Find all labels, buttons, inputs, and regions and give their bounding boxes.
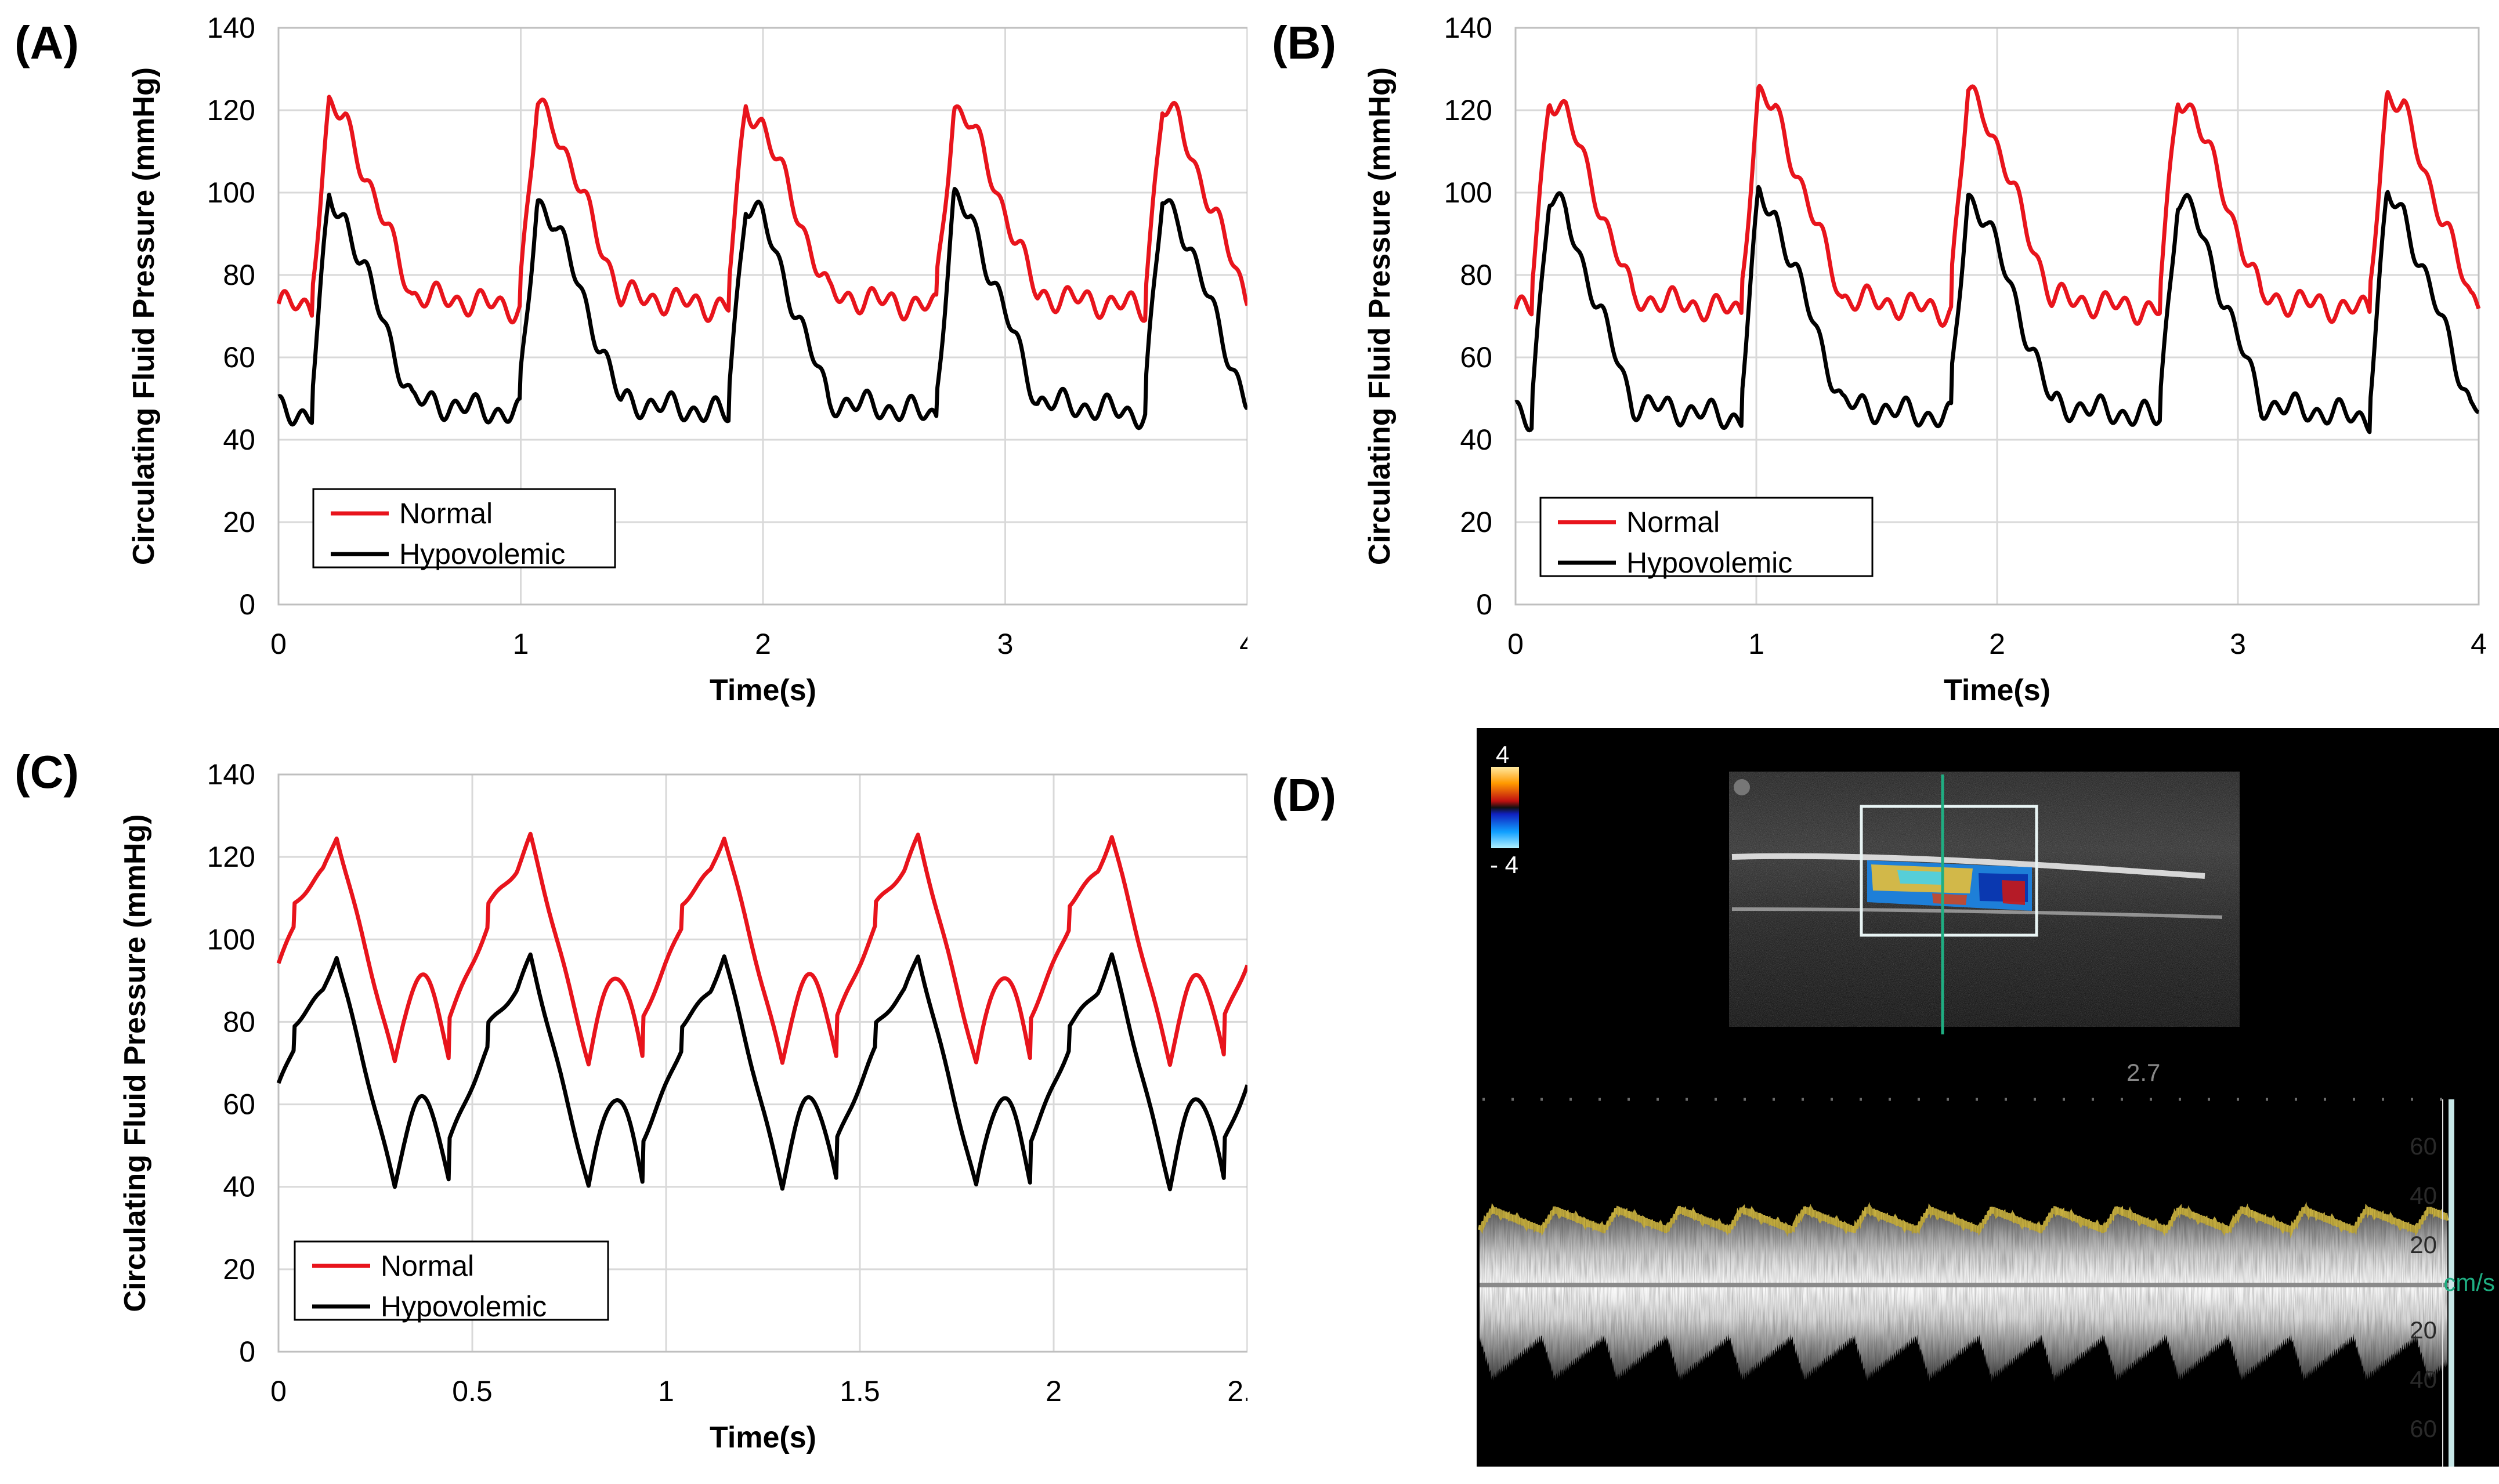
x-tick-label: 2 bbox=[1046, 1375, 1062, 1407]
legend-label-hypovolemic: Hypovolemic bbox=[399, 538, 565, 570]
y-tick-label: 140 bbox=[1444, 12, 1492, 44]
depth-readout: 2.7 bbox=[2126, 1059, 2160, 1086]
scale-label-top-40: 40 bbox=[2410, 1182, 2437, 1209]
x-tick-label: 3 bbox=[997, 628, 1014, 660]
y-tick-label: 60 bbox=[1460, 341, 1492, 374]
series-line-hypovolemic bbox=[276, 952, 1247, 1192]
y-tick-label: 40 bbox=[1460, 424, 1492, 456]
y-tick-label: 120 bbox=[207, 94, 255, 126]
y-tick-label: 80 bbox=[223, 259, 255, 291]
y-tick-label: 20 bbox=[223, 506, 255, 538]
y-tick-label: 20 bbox=[1460, 506, 1492, 538]
y-tick-label: 140 bbox=[207, 12, 255, 44]
scale-label-top-60: 60 bbox=[2410, 1132, 2437, 1160]
plot-frame bbox=[277, 773, 1247, 1353]
plot-frame bbox=[1514, 27, 2480, 606]
x-tick-label: 0 bbox=[1507, 628, 1524, 660]
panel-label-a: (A) bbox=[15, 17, 79, 68]
y-axis-title: Circulating Fluid Pressure (mmHg) bbox=[1363, 67, 1397, 565]
legend-label-normal: Normal bbox=[381, 1250, 474, 1282]
x-axis-title: Time(s) bbox=[710, 674, 816, 707]
y-tick-label: 100 bbox=[207, 923, 255, 955]
x-tick-label: 0.5 bbox=[452, 1375, 493, 1407]
panel-label-c: (C) bbox=[15, 746, 79, 798]
chart-b: 0 20 40 60 80 100 120 140 0 1 2 3 4 Time(s) Circulatin… bbox=[1363, 12, 2487, 707]
y-tick-label: 20 bbox=[223, 1253, 255, 1286]
x-tick-label: 3 bbox=[2230, 628, 2246, 660]
probe-orientation-marker bbox=[1734, 779, 1750, 795]
velocity-colorbar bbox=[1491, 767, 1519, 848]
chart-c: 0 20 40 60 80 100 120 140 0 0.5 1 1.5 2 2.5 Time(s) Cir… bbox=[118, 758, 1247, 1454]
y-tick-label: 40 bbox=[223, 1171, 255, 1203]
y-tick-label: 40 bbox=[223, 424, 255, 456]
y-tick-label: 80 bbox=[1460, 259, 1492, 291]
x-tick-label: 2 bbox=[755, 628, 771, 660]
y-tick-label: 140 bbox=[207, 758, 255, 791]
series-line-normal bbox=[276, 95, 1247, 325]
spectral-doppler bbox=[1478, 1134, 2449, 1453]
y-tick-label: 0 bbox=[239, 1335, 255, 1368]
colorbar-bottom-label: - 4 bbox=[1490, 851, 1518, 878]
y-tick-label: 0 bbox=[239, 588, 255, 621]
x-tick-label: 2 bbox=[1989, 628, 2005, 660]
y-tick-label: 60 bbox=[223, 341, 255, 374]
x-tick-label: 1.5 bbox=[840, 1375, 880, 1407]
panel-label-d: (D) bbox=[1272, 769, 1337, 821]
panel-label-b: (B) bbox=[1272, 17, 1337, 68]
y-tick-label: 120 bbox=[207, 841, 255, 873]
scale-label-bottom-20: 20 bbox=[2410, 1316, 2437, 1344]
y-tick-label: 0 bbox=[1476, 588, 1492, 621]
x-axis-title: Time(s) bbox=[710, 1421, 816, 1454]
legend-label-hypovolemic: Hypovolemic bbox=[381, 1290, 547, 1323]
x-tick-label: 2.5 bbox=[1227, 1375, 1247, 1407]
scale-label-top-20: 20 bbox=[2410, 1231, 2437, 1258]
x-tick-label: 1 bbox=[658, 1375, 674, 1407]
y-axis-title: Circulating Fluid Pressure (mmHg) bbox=[118, 814, 152, 1312]
vessel-wall-top bbox=[1731, 853, 2205, 879]
series-line-normal bbox=[1513, 84, 2481, 328]
y-tick-label: 60 bbox=[223, 1088, 255, 1121]
y-tick-label: 100 bbox=[207, 176, 255, 209]
scale-label-bottom-40: 40 bbox=[2410, 1366, 2437, 1393]
x-tick-label: 1 bbox=[513, 628, 529, 660]
panel-b: (B) 0 20 40 60 80 100 120 140 0 1 2 3 4 Time(s) Circul… bbox=[1247, 0, 2499, 731]
x-tick-label: 4 bbox=[2471, 628, 2487, 660]
y-tick-label: 100 bbox=[1444, 176, 1492, 209]
vessel-wall-bottom bbox=[1731, 907, 2223, 919]
scale-label-bottom-60: 60 bbox=[2410, 1415, 2437, 1442]
panel-d: (D) bbox=[1247, 728, 2499, 1484]
spectral-texture bbox=[1480, 1134, 2447, 1453]
y-tick-label: 80 bbox=[223, 1005, 255, 1038]
legend-label-hypovolemic: Hypovolemic bbox=[1626, 546, 1792, 579]
x-axis-title: Time(s) bbox=[1944, 674, 2050, 707]
legend-label-normal: Normal bbox=[1626, 506, 1720, 538]
y-tick-label: 120 bbox=[1444, 94, 1492, 126]
x-tick-label: 1 bbox=[1748, 628, 1764, 660]
series-line-normal bbox=[276, 831, 1247, 1067]
series-line-hypovolemic bbox=[1514, 184, 2480, 435]
velocity-unit: cm/s bbox=[2443, 1269, 2495, 1296]
legend-label-normal: Normal bbox=[399, 497, 493, 530]
color-flow-region bbox=[1867, 860, 2032, 911]
ultrasound-image: 4 - 4 2.7 60 40 20 bbox=[1477, 728, 2499, 1467]
x-tick-label: 0 bbox=[270, 628, 287, 660]
series-line-hypovolemic bbox=[277, 187, 1247, 430]
x-tick-label: 0 bbox=[270, 1375, 287, 1407]
plot-frame bbox=[277, 27, 1247, 606]
roi-box bbox=[1860, 805, 2038, 937]
x-tick-label: 4 bbox=[1239, 628, 1247, 660]
chart-a: 0 20 40 60 80 100 120 140 0 1 2 3 4 Time(s) Circulatin… bbox=[127, 12, 1247, 707]
panel-a: (A) 0 20 40 60 80 100 120 140 0 1 2 3 4 Time(s) Circul… bbox=[0, 0, 1247, 731]
y-axis-title: Circulating Fluid Pressure (mmHg) bbox=[127, 67, 161, 565]
panel-c: (C) 0 20 40 60 80 100 120 140 0 0.5 1 1.5 2 2.5 Time(s… bbox=[0, 728, 1247, 1484]
velocity-scale-bar bbox=[2449, 1099, 2454, 1467]
colorbar-top-label: 4 bbox=[1496, 741, 1509, 768]
